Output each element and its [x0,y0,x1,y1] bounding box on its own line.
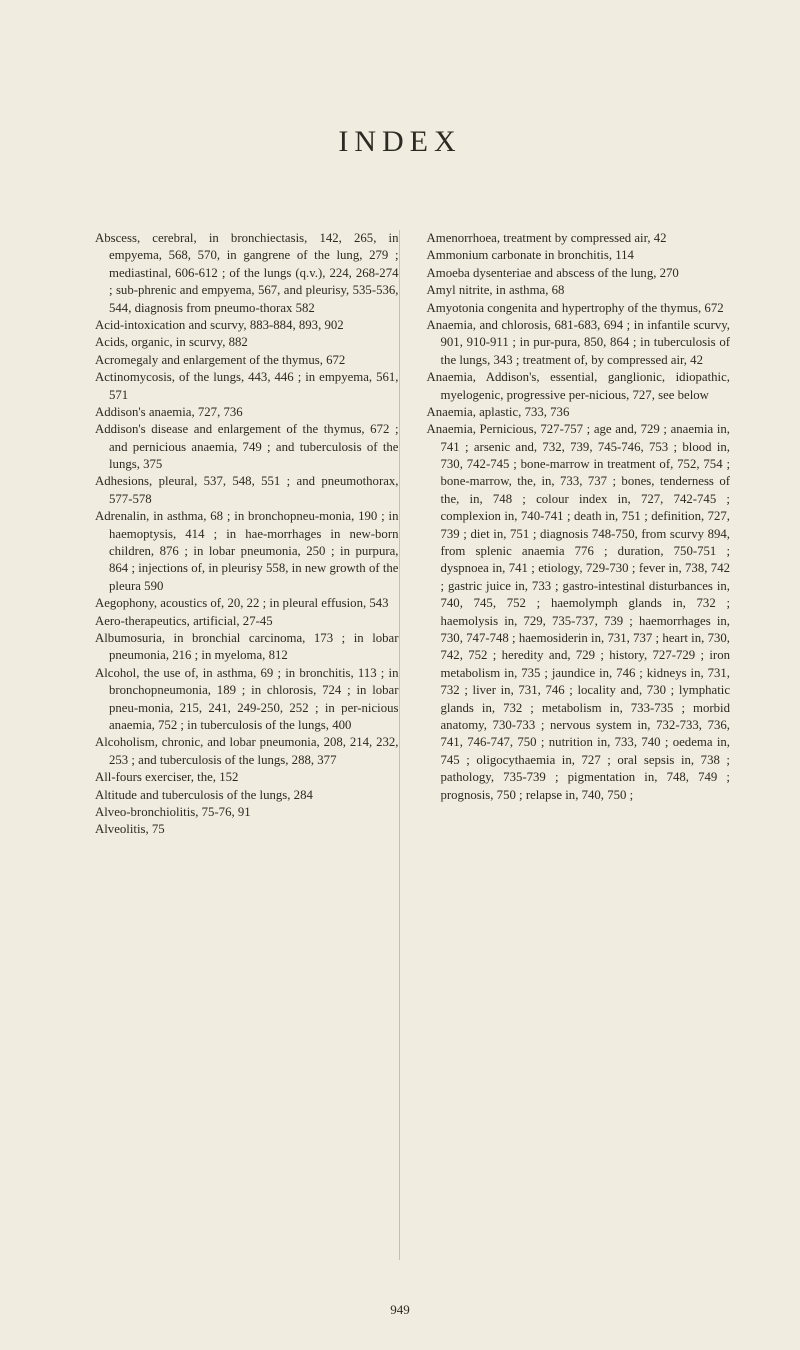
index-entry: Anaemia, aplastic, 733, 736 [427,404,731,421]
index-entry: Anaemia, and chlorosis, 681-683, 694 ; i… [427,317,731,369]
index-entry: Addison's disease and enlargement of the… [95,421,399,473]
index-entry: Acid-intoxication and scurvy, 883-884, 8… [95,317,399,334]
index-entry: Alveolitis, 75 [95,821,399,838]
index-entry: Amoeba dysenteriae and abscess of the lu… [427,265,731,282]
index-entry: Ammonium carbonate in bronchitis, 114 [427,247,731,264]
index-entry: Addison's anaemia, 727, 736 [95,404,399,421]
index-entry: Acids, organic, in scurvy, 882 [95,334,399,351]
index-entry: Albumosuria, in bronchial carcinoma, 173… [95,630,399,665]
index-entry: Adhesions, pleural, 537, 548, 551 ; and … [95,473,399,508]
index-entry: Adrenalin, in asthma, 68 ; in bronchopne… [95,508,399,595]
index-entry: Anaemia, Addison's, essential, ganglioni… [427,369,731,404]
index-entry: Alcohol, the use of, in asthma, 69 ; in … [95,665,399,735]
index-entry: Amenorrhoea, treatment by compressed air… [427,230,731,247]
scanned-page: INDEX Abscess, cerebral, in bronchiectas… [0,0,800,1350]
index-entry: Anaemia, Pernicious, 727-757 ; age and, … [427,421,731,804]
index-entry: Amyl nitrite, in asthma, 68 [427,282,731,299]
index-columns: Abscess, cerebral, in bronchiectasis, 14… [95,230,730,1290]
left-column: Abscess, cerebral, in bronchiectasis, 14… [95,230,399,1290]
index-entry: Amyotonia congenita and hypertrophy of t… [427,300,731,317]
index-entry: Aegophony, acoustics of, 20, 22 ; in ple… [95,595,399,612]
right-column: Amenorrhoea, treatment by compressed air… [427,230,731,1290]
index-entry: Acromegaly and enlargement of the thymus… [95,352,399,369]
index-title: INDEX [0,125,800,159]
index-entry: Altitude and tuberculosis of the lungs, … [95,787,399,804]
index-entry: Alcoholism, chronic, and lobar pneumonia… [95,734,399,769]
index-entry: All-fours exerciser, the, 152 [95,769,399,786]
index-entry: Aero-therapeutics, artificial, 27-45 [95,613,399,630]
index-entry: Abscess, cerebral, in bronchiectasis, 14… [95,230,399,317]
page-number: 949 [0,1302,800,1318]
index-entry: Alveo-bronchiolitis, 75-76, 91 [95,804,399,821]
index-entry: Actinomycosis, of the lungs, 443, 446 ; … [95,369,399,404]
